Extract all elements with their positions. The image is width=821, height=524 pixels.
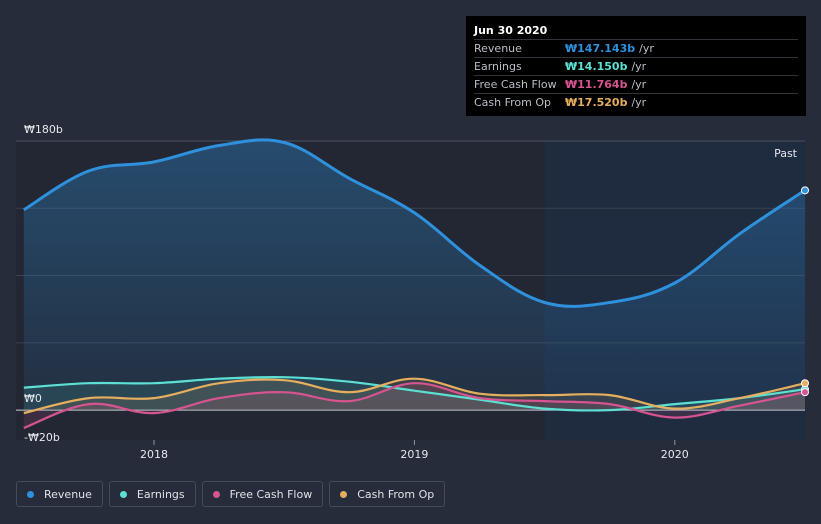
- x-tick-label: 2020: [661, 448, 689, 461]
- legend-dot-icon: [27, 490, 34, 498]
- series-line-revenue: [23, 138, 806, 308]
- legend-label: Free Cash Flow: [229, 487, 313, 501]
- legend-label: Cash From Op: [357, 487, 435, 501]
- series-endpoint-free-cash-flow: [801, 388, 809, 397]
- series-line-cash-from-op: [23, 377, 806, 415]
- series-area-revenue: [23, 139, 806, 411]
- tooltip-unit: /yr: [631, 60, 647, 73]
- tooltip-value: ₩17.520b: [565, 96, 628, 109]
- legend-label: Earnings: [136, 487, 185, 501]
- series-area-free-cash-flow: [23, 383, 806, 428]
- tooltip-label: Free Cash Flow: [474, 78, 557, 91]
- series-endpoint-cash-from-op: [801, 379, 809, 388]
- legend-item-revenue[interactable]: Revenue: [16, 481, 103, 507]
- legend-item-cash-from-op[interactable]: Cash From Op: [329, 481, 446, 507]
- tooltip-date: Jun 30 2020: [474, 24, 548, 37]
- series-endpoint-revenue: [801, 186, 809, 195]
- y-tick-label: ₩0: [24, 392, 42, 405]
- legend-item-free-cash-flow[interactable]: Free Cash Flow: [201, 481, 324, 507]
- tooltip-row-revenue: Revenue ₩147.143b /yr: [474, 39, 798, 57]
- tooltip-label: Cash From Op: [474, 96, 552, 109]
- x-tick-label: 2019: [400, 448, 428, 461]
- y-tick-label: -₩20b: [24, 431, 60, 444]
- tooltip-value: ₩14.150b: [565, 60, 628, 73]
- tooltip-label: Revenue: [474, 42, 522, 55]
- series-area-earnings: [23, 377, 806, 411]
- tooltip-value: ₩11.764b: [565, 78, 628, 91]
- tooltip-value: ₩147.143b: [565, 42, 636, 55]
- x-tick-label: 2018: [140, 448, 168, 461]
- tooltip-row-earnings: Earnings ₩14.150b /yr: [474, 57, 798, 75]
- tooltip-row-free-cash-flow: Free Cash Flow ₩11.764b /yr: [474, 75, 798, 93]
- legend-dot-icon: [340, 490, 348, 498]
- past-label: Past: [774, 147, 798, 160]
- legend: Revenue Earnings Free Cash Flow Cash Fro…: [16, 481, 446, 509]
- y-tick-label: ₩180b: [24, 123, 63, 136]
- tooltip-row-cash-from-op: Cash From Op ₩17.520b /yr: [474, 93, 798, 111]
- series-line-free-cash-flow: [23, 382, 806, 430]
- legend-label: Revenue: [44, 487, 92, 501]
- tooltip-unit: /yr: [631, 96, 647, 109]
- legend-dot-icon: [119, 490, 127, 498]
- tooltip-unit: /yr: [639, 42, 654, 55]
- legend-dot-icon: [212, 490, 220, 498]
- tooltip: Jun 30 2020 Revenue ₩147.143b /yr Earnin…: [466, 16, 806, 116]
- legend-item-earnings[interactable]: Earnings: [108, 481, 196, 507]
- tooltip-unit: /yr: [631, 78, 647, 91]
- tooltip-label: Earnings: [474, 60, 522, 73]
- series-line-earnings: [23, 375, 806, 412]
